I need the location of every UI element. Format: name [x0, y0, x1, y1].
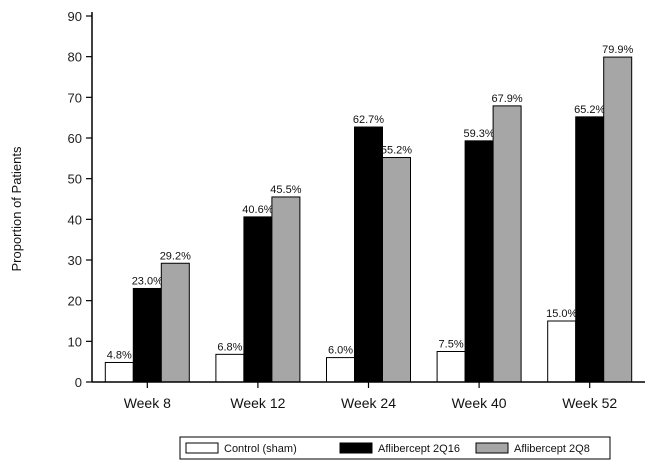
y-tick-label: 10	[68, 334, 82, 349]
legend-label: Aflibercept 2Q16	[378, 443, 460, 455]
data-label: 45.5%	[270, 184, 301, 196]
bar	[575, 116, 605, 383]
x-tick-label: Week 12	[230, 395, 285, 411]
data-label: 7.5%	[439, 339, 464, 351]
bar	[104, 361, 134, 383]
bar	[547, 320, 577, 383]
y-tick-label: 30	[68, 253, 82, 268]
data-label: 4.8%	[107, 349, 132, 361]
bar	[382, 157, 411, 383]
legend-swatch	[475, 442, 509, 454]
data-label: 79.9%	[602, 44, 633, 56]
y-tick-label: 70	[68, 90, 82, 105]
legend-label: Control (sham)	[224, 443, 297, 455]
y-tick-label: 90	[68, 9, 82, 24]
data-label: 55.2%	[381, 145, 412, 157]
bar	[132, 287, 162, 383]
bar	[354, 126, 383, 383]
bar	[436, 351, 466, 383]
legend-swatch	[185, 442, 219, 454]
x-tick-label: Week 52	[562, 395, 617, 411]
bar	[492, 105, 522, 383]
bar	[326, 357, 355, 383]
data-label: 59.3%	[463, 128, 494, 140]
data-label: 23.0%	[132, 275, 163, 287]
data-label: 40.6%	[242, 204, 273, 216]
legend: Control (sham) Aflibercept 2Q16 Aflibercep…	[179, 436, 611, 460]
legend-swatch	[339, 442, 373, 454]
y-tick-label: 40	[68, 212, 82, 227]
legend-label: Aflibercept 2Q8	[514, 443, 590, 455]
y-tick-label: 50	[68, 172, 82, 187]
y-tick-label: 80	[68, 50, 82, 65]
data-label: 6.0%	[328, 345, 353, 357]
bars: 4.8% 23.0% 29.2% 6.8% 40.6% 45.5% 6.0% 62.7% 55.…	[104, 44, 634, 383]
bar	[160, 262, 190, 383]
data-label: 62.7%	[353, 114, 384, 126]
data-label: 29.2%	[160, 250, 191, 262]
x-tick-label: Week 24	[341, 395, 396, 411]
bar	[603, 56, 633, 383]
bar	[464, 140, 494, 383]
x-axis: Week 8 Week 12 Week 24 Week 40 Week 52	[92, 381, 645, 411]
data-label: 6.8%	[217, 341, 242, 353]
data-label: 65.2%	[574, 104, 605, 116]
data-label: 15.0%	[546, 308, 577, 320]
bar	[271, 196, 301, 383]
bar	[215, 353, 245, 383]
y-tick-label: 0	[75, 375, 82, 390]
y-axis: 0 10 20 30 40 50 60 70 80 90	[68, 9, 93, 390]
bar	[243, 216, 273, 383]
data-label: 67.9%	[491, 93, 522, 105]
y-tick-label: 60	[68, 131, 82, 146]
x-tick-label: Week 40	[452, 395, 507, 411]
y-axis-label: Proportion of Patients	[9, 146, 24, 272]
x-tick-label: Week 8	[124, 395, 171, 411]
y-tick-label: 20	[68, 294, 82, 309]
